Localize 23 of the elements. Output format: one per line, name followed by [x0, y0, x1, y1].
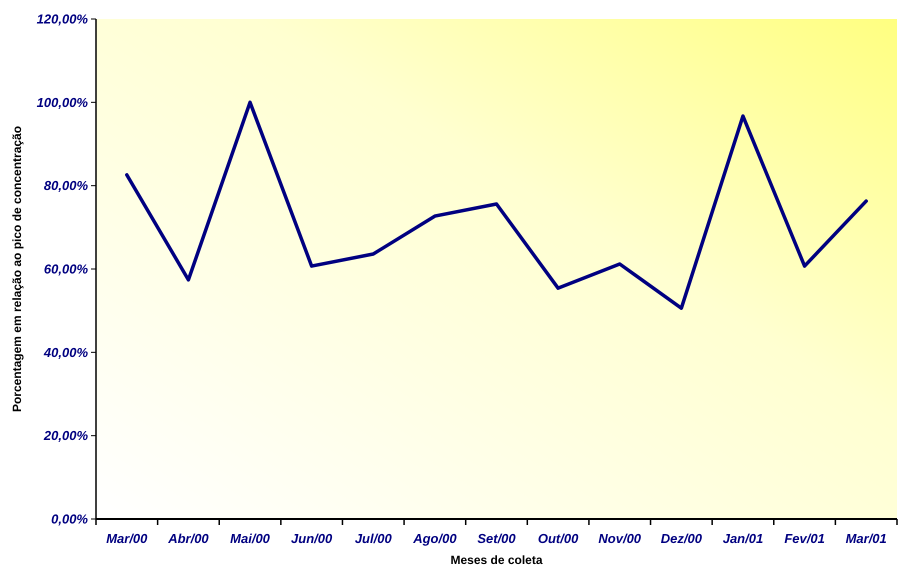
y-tick-label: 100,00%	[36, 94, 88, 110]
x-tick-label: Ago/00	[412, 531, 458, 546]
x-tick-label: Jan/01	[722, 531, 764, 546]
x-tick-label: Fev/01	[784, 531, 825, 546]
x-tick-label: Nov/00	[598, 531, 642, 546]
x-tick-label: Jun/00	[291, 531, 334, 546]
x-tick-label: Set/00	[477, 531, 516, 546]
x-tick-label: Dez/00	[660, 531, 703, 546]
x-tick-label: Mar/01	[846, 531, 887, 546]
y-axis-title: Porcentagem em relação ao pico de concentração	[10, 126, 24, 412]
x-tick-label: Mai/00	[230, 531, 271, 546]
y-tick-label: 80,00%	[44, 178, 88, 194]
y-tick-label: 120,00%	[36, 12, 88, 27]
x-tick-label: Out/00	[538, 531, 580, 546]
x-tick-label: Jul/00	[354, 531, 392, 546]
x-tick-label: Mar/00	[106, 531, 148, 546]
line-series	[125, 100, 868, 310]
x-tick-label: Abr/00	[167, 531, 210, 546]
x-axis-title: Meses de coleta	[450, 553, 543, 566]
y-tick-label: 60,00%	[44, 262, 88, 277]
y-tick-label: 20,00%	[42, 428, 88, 444]
y-tick-label: 40,00%	[42, 344, 88, 360]
y-tick-label: 0,00%	[51, 512, 88, 527]
